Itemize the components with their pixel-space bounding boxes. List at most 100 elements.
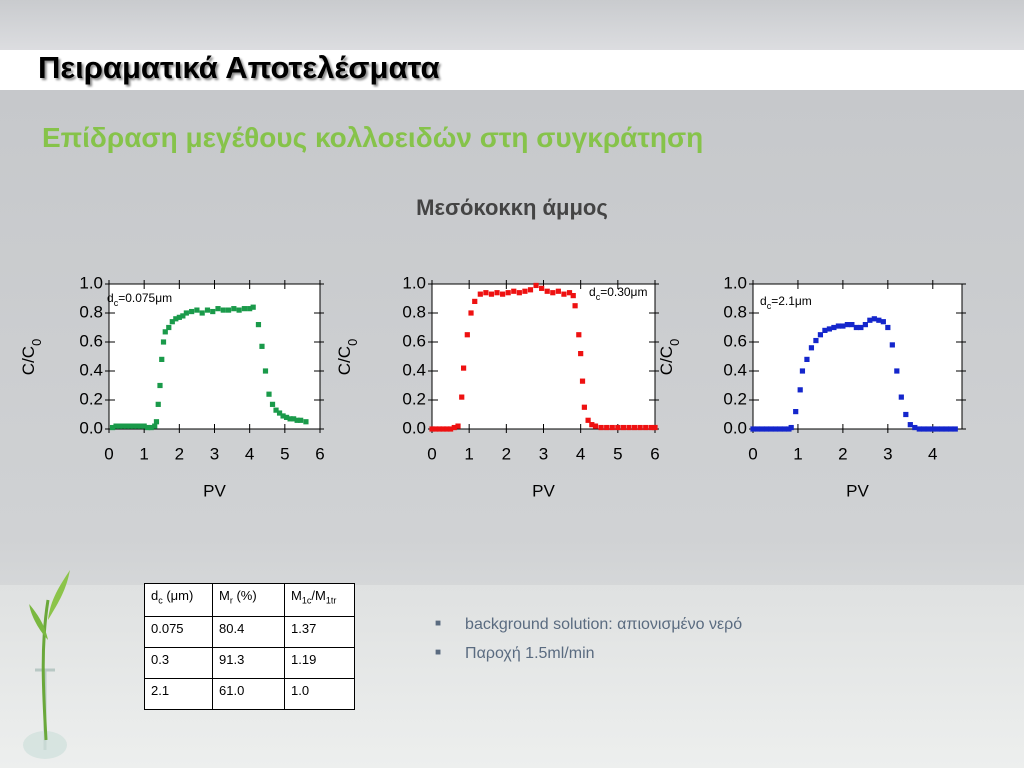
x-tick-label: 0 — [104, 444, 113, 463]
point — [885, 324, 891, 331]
text-part: =2.1μm — [771, 294, 812, 308]
point — [262, 368, 269, 374]
point — [176, 314, 182, 320]
point — [566, 290, 573, 296]
point — [276, 410, 283, 416]
point — [123, 423, 130, 429]
point — [287, 416, 293, 422]
point — [169, 319, 175, 325]
y-tick-label: 0.2 — [402, 389, 426, 408]
point — [620, 424, 627, 431]
point — [788, 424, 794, 431]
cell: 1.19 — [284, 646, 355, 679]
point — [754, 426, 761, 432]
y-tick-label: 0.6 — [79, 331, 103, 350]
point — [912, 424, 918, 431]
point — [609, 424, 615, 431]
point — [138, 423, 144, 429]
y-axis-label: C/C0 — [657, 339, 681, 375]
x-tick-label: 0 — [427, 444, 436, 463]
charts: 0.00.20.40.60.81.00 1 2 3 4 5 6PVC/C0dc=0.075μ… — [19, 273, 966, 500]
subscript: c — [767, 301, 772, 311]
title: Πειραματικά Αποτελέσματα — [38, 50, 440, 85]
point — [113, 423, 119, 429]
point — [148, 424, 154, 431]
point — [455, 423, 461, 429]
point — [570, 293, 576, 299]
y-tick-label: 0.0 — [402, 418, 426, 437]
x-axis-label: PV — [846, 481, 869, 500]
point — [131, 423, 137, 429]
y-tick-label: 0.0 — [79, 418, 103, 437]
bullets: ■ background solution: απιονισμένο νερό ■ Π… — [435, 616, 742, 674]
plot-frame — [752, 283, 963, 430]
point — [781, 426, 788, 432]
x-tick-label: 5 — [280, 444, 289, 463]
point — [581, 404, 587, 410]
x-tick-label: 1 — [139, 444, 148, 463]
annotation: dc=2.1μm — [760, 294, 812, 311]
point — [255, 322, 262, 328]
subscript: c — [114, 298, 119, 308]
point — [294, 417, 300, 423]
y-tick-label: 1.0 — [723, 273, 747, 292]
point — [250, 304, 256, 310]
text-part: d — [589, 285, 596, 299]
point — [298, 417, 304, 423]
point — [822, 327, 828, 333]
cell: 0.075 — [144, 615, 213, 648]
point — [862, 322, 868, 328]
point — [615, 424, 621, 431]
point — [889, 342, 895, 348]
point — [488, 291, 495, 297]
point — [835, 323, 841, 329]
point — [162, 329, 168, 335]
point — [516, 290, 522, 296]
point — [637, 424, 643, 431]
point — [871, 316, 877, 322]
point — [527, 287, 534, 293]
point — [817, 332, 824, 338]
point — [500, 291, 506, 297]
point — [451, 424, 457, 431]
point — [849, 322, 855, 328]
x-tick-label: 5 — [613, 444, 622, 463]
subscript: 1c — [301, 595, 312, 606]
point — [916, 426, 922, 432]
text-part: d — [151, 588, 159, 603]
point — [199, 310, 205, 316]
y-tick-label: 1.0 — [402, 273, 426, 292]
point — [116, 423, 123, 429]
subscript: c — [158, 595, 163, 606]
bullet-marker: ■ — [435, 618, 442, 629]
text-part: =0.075μm — [118, 291, 172, 305]
point — [259, 343, 265, 349]
point — [844, 322, 850, 328]
point — [604, 424, 610, 431]
text-part: C/C — [335, 346, 354, 375]
point — [505, 290, 511, 296]
point — [585, 417, 591, 423]
x-tick-label: 4 — [928, 444, 937, 463]
point — [592, 423, 599, 429]
row: 0.075 80.4 1.37 — [144, 615, 355, 648]
point — [867, 317, 873, 323]
x-tick-label: 1 — [464, 444, 473, 463]
point — [943, 426, 949, 432]
point — [750, 426, 756, 432]
text-part: C/C — [19, 346, 38, 375]
point — [468, 310, 474, 316]
x-axis-label: PV — [203, 481, 226, 500]
point — [109, 424, 116, 431]
y-axis-label: C/C0 — [335, 339, 359, 375]
point — [799, 368, 806, 374]
bullet-item: ■ Παροχή 1.5ml/min — [435, 645, 742, 674]
annotation: dc=0.075μm — [107, 291, 172, 308]
point — [777, 426, 783, 432]
y-tick-label: 0.2 — [79, 389, 103, 408]
point — [134, 423, 140, 429]
point — [759, 426, 765, 432]
point — [522, 288, 528, 294]
point — [189, 308, 195, 315]
